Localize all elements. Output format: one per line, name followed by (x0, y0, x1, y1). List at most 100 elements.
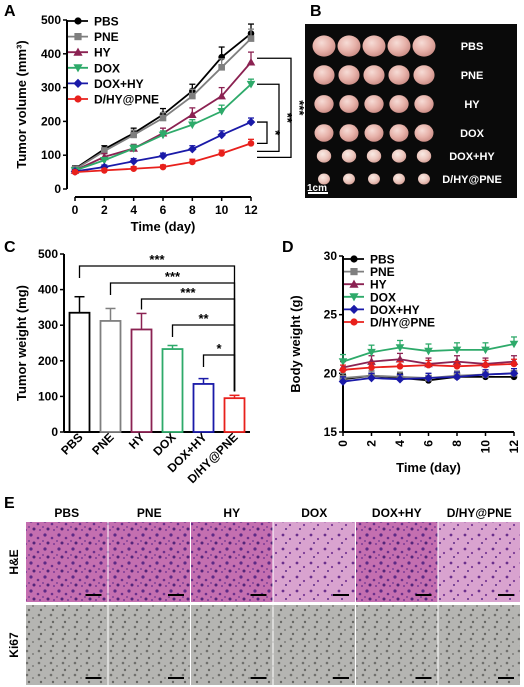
histology-image (438, 522, 520, 602)
x-tick-label: 2 (365, 440, 379, 447)
data-point (424, 347, 433, 356)
bar-group-hy: HY (126, 312, 153, 452)
y-axis-title: Tumor volume (mm³) (14, 40, 29, 168)
tumor (364, 95, 384, 113)
y-axis-title: Body weight (g) (288, 295, 303, 393)
data-point (188, 110, 197, 118)
y-tick-label: 300 (41, 81, 61, 95)
significance-label: *** (292, 100, 307, 116)
data-point (217, 107, 226, 116)
histology-image (26, 522, 108, 602)
tumor (388, 65, 410, 85)
bracket (202, 354, 236, 392)
data-point (158, 151, 168, 161)
legend-marker (350, 318, 358, 326)
series-dox-hy (338, 367, 519, 386)
tumor (368, 173, 380, 185)
histology-column-dox-hy: DOX+HY (372, 506, 422, 520)
panel-letter-e: E (4, 495, 15, 512)
tumor-row-label: D/HY@PNE (442, 174, 502, 186)
legend-marker (349, 279, 359, 288)
bar-pne (99, 320, 122, 433)
data-point (510, 360, 518, 368)
legend-marker (74, 17, 82, 25)
data-point (395, 354, 405, 363)
histology-image (273, 522, 355, 602)
data-point (246, 80, 256, 89)
tumor-row-dox-hy: DOX+HY (316, 149, 495, 163)
tumor (389, 124, 409, 142)
x-tick-label: 10 (215, 203, 229, 217)
legend-label-d-hy-pne: D/HY@PNE (94, 93, 159, 107)
x-tick-label: 6 (160, 203, 167, 217)
data-point (339, 366, 347, 374)
data-point (396, 362, 404, 370)
tumor-row-d-hy-pne: D/HY@PNE (318, 173, 502, 186)
legend-marker (350, 268, 358, 276)
y-tick-label: 400 (38, 283, 58, 297)
legend-label-d-hy-pne: D/HY@PNE (370, 316, 435, 330)
tumor (337, 35, 361, 57)
data-point (217, 91, 226, 100)
significance-label: *** (149, 252, 165, 267)
tumor-photo: PBS PNE HY DOX DOX+HY D/HY@PNE 1cm (305, 24, 517, 198)
series-dox (338, 336, 519, 366)
data-point (453, 362, 461, 370)
tumor-row-label: PBS (461, 41, 484, 53)
bracket (257, 83, 280, 153)
data-point (424, 373, 433, 383)
bar-group-pbs: PBS (58, 295, 91, 458)
tumor-row-pbs: PBS (312, 35, 484, 57)
data-point (482, 361, 489, 369)
histology-column-hy: HY (223, 506, 240, 520)
x-tick-label: 12 (244, 203, 258, 217)
histology-image (356, 522, 438, 602)
y-tick-label: 400 (41, 47, 61, 61)
significance-brackets: ****** (257, 57, 307, 159)
tumor (314, 124, 334, 142)
data-point (188, 144, 197, 154)
tumor (339, 124, 359, 142)
legend-marker (74, 33, 82, 41)
x-tick-label: 8 (189, 203, 196, 217)
histology-grid: PBS PNE HY DOX DOX+HY D/HY@PNE H&E Ki67 (7, 506, 520, 685)
tumor (414, 124, 434, 142)
legend-label-pbs: PBS (94, 15, 119, 29)
legend-marker (73, 47, 83, 56)
data-point (101, 147, 108, 155)
histology-image (356, 605, 438, 685)
data-point (395, 374, 405, 384)
data-point (367, 348, 376, 357)
data-point (218, 150, 225, 157)
histology-row-h-e: H&E (7, 549, 21, 574)
data-point (481, 346, 490, 355)
histology-column-pbs: PBS (54, 506, 79, 520)
y-tick-label: 15 (324, 425, 338, 439)
photo-background (305, 24, 517, 198)
data-point (338, 358, 348, 366)
tumor (314, 95, 334, 113)
significance-label: * (216, 341, 222, 356)
data-point (509, 369, 519, 378)
data-point (159, 114, 167, 122)
legend-marker (73, 64, 83, 73)
data-point (130, 131, 137, 139)
data-point (129, 156, 138, 166)
y-tick-label: 30 (324, 249, 338, 263)
bracket (257, 121, 268, 145)
panel-letter-c: C (4, 239, 16, 256)
tumor (312, 35, 336, 57)
tumor-volume-chart: 0 2 4 6 8 10 12 0 100 200 300 400 500 Time (day) Tumor… (14, 13, 307, 234)
data-point (247, 140, 255, 147)
y-tick-label: 500 (38, 247, 58, 261)
histology-image (108, 522, 190, 602)
tumor (412, 35, 436, 57)
significance-label: *** (180, 285, 196, 300)
y-tick-label: 500 (41, 13, 61, 27)
panel-letter-b: B (310, 3, 322, 20)
x-tick-label: 8 (450, 440, 464, 447)
data-point (509, 340, 519, 349)
legend-label-hy: HY (94, 46, 111, 60)
